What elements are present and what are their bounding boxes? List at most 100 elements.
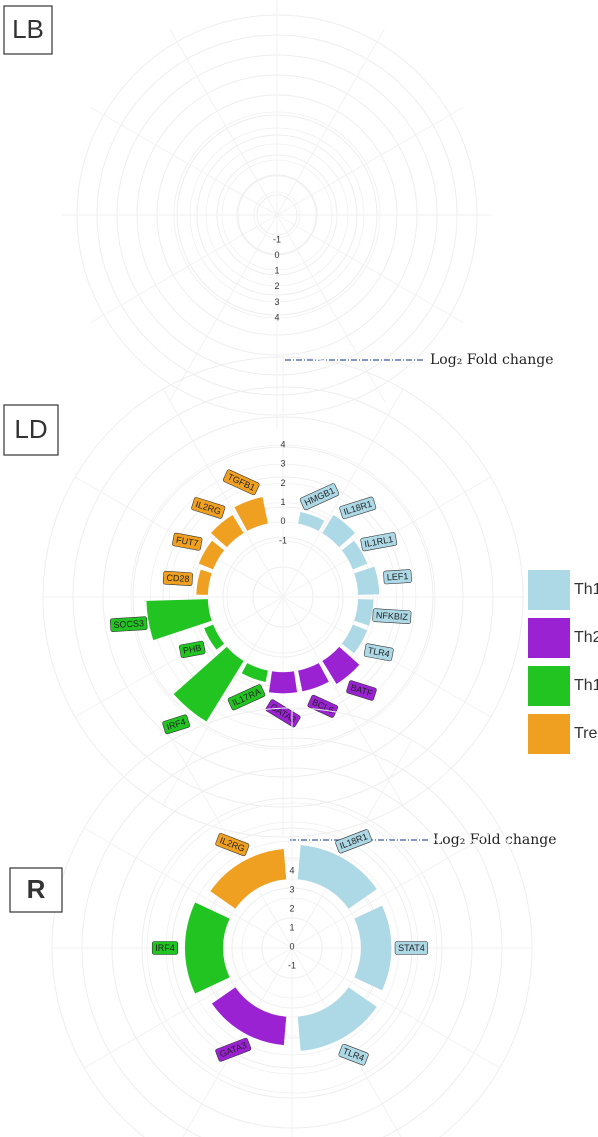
legend-swatch [528, 714, 570, 754]
bar [198, 540, 225, 570]
r-tick-label: 3 [280, 459, 285, 469]
r-tick-label: 1 [280, 497, 285, 507]
r-tick-label: 2 [289, 903, 294, 913]
legend-label: Th17 [574, 677, 598, 694]
label-box [172, 532, 203, 551]
backdrop-spoke [276, 28, 385, 216]
category-label: TLR4 [363, 643, 394, 662]
category-label-text: HMGB1 [303, 485, 336, 507]
r-tick-label: 1 [274, 266, 279, 276]
backdrop-spoke [291, 947, 501, 1069]
r-tick-label: 3 [289, 884, 294, 894]
bar [173, 646, 244, 722]
r-tick-label: 2 [280, 478, 285, 488]
category-label-text: FUT7 [175, 535, 199, 549]
category-label: TLR4 [338, 1043, 369, 1066]
bar [354, 566, 380, 595]
label-box [109, 616, 148, 632]
category-label: STAT4 [394, 941, 429, 955]
backdrop-spoke [276, 107, 464, 216]
r-tick-label: 4 [280, 439, 285, 449]
label-box [360, 532, 398, 552]
label-box [372, 608, 412, 625]
r-tick-label: -1 [273, 234, 281, 244]
label-box [151, 941, 179, 955]
panel-label: LB [12, 14, 44, 44]
bar [341, 624, 368, 654]
legend-swatch [528, 666, 570, 706]
grid-ring [253, 191, 301, 239]
bar [185, 902, 230, 994]
label-box [215, 1037, 252, 1062]
bar [297, 987, 377, 1051]
bar [204, 624, 225, 650]
category-label: BATF [346, 680, 377, 701]
panel-label: R [27, 874, 46, 904]
label-box [162, 570, 193, 587]
backdrop-spoke [162, 596, 284, 806]
backdrop-spoke [276, 214, 385, 402]
label-box [222, 469, 260, 496]
category-label: BCL6 [307, 694, 339, 718]
bar [234, 497, 268, 531]
r-tick-label: 4 [289, 865, 294, 875]
backdrop-spoke [74, 596, 284, 718]
bar [354, 599, 374, 626]
category-label-text: SOCS3 [113, 618, 144, 630]
backdrop-spoke [90, 214, 278, 323]
label-box [383, 569, 412, 585]
grid-ring [207, 521, 359, 673]
grid-ring [226, 540, 340, 654]
grid-ring [173, 111, 381, 319]
category-label: IRF4 [162, 714, 191, 735]
bar [146, 599, 212, 641]
bar [211, 987, 287, 1046]
panel-box [3, 5, 53, 55]
panel-box [3, 404, 59, 456]
backdrop-spoke [83, 947, 293, 1069]
label-box [338, 1043, 369, 1066]
category-label-text: CD28 [166, 573, 190, 584]
axis-title: Log₂ Fold change [433, 832, 556, 848]
label-box [363, 643, 394, 662]
grid-ring [205, 143, 349, 287]
label-box [394, 941, 429, 955]
bar [341, 540, 368, 570]
bar [322, 646, 360, 684]
category-label: HMGB1 [299, 483, 340, 511]
bar [268, 671, 298, 694]
legend-label: Th1 [574, 581, 598, 598]
legend-label: Treg [574, 725, 598, 742]
category-label-text: TLR4 [367, 645, 390, 659]
legend-label: Th2 [574, 629, 598, 646]
bar [241, 663, 268, 682]
backdrop-spoke [83, 827, 293, 949]
r-tick-label: -1 [279, 535, 287, 545]
category-label: NFKBIZ [372, 608, 412, 625]
label-box [179, 640, 206, 658]
category-label: IL2RG [215, 833, 250, 857]
bar [322, 514, 356, 548]
category-label: IL18R1 [339, 496, 377, 520]
legend-swatch [528, 618, 570, 658]
r-tick-label: 4 [274, 312, 279, 322]
grid-ring [189, 127, 365, 303]
r-tick-label: 0 [289, 941, 294, 951]
grid-ring [237, 175, 317, 255]
category-label: GATA3 [215, 1037, 252, 1062]
grid-ring [221, 159, 333, 271]
category-label: IL1RL1 [360, 532, 398, 552]
label-box [191, 497, 226, 519]
backdrop-spoke [282, 388, 404, 598]
category-label: IL2RG [191, 497, 226, 519]
backdrop-spoke [282, 596, 404, 806]
label-box [162, 714, 191, 735]
backdrop-spoke [169, 214, 278, 402]
category-label: IL17RA [227, 684, 266, 711]
category-label: CD28 [162, 570, 193, 587]
grid-ring [149, 463, 417, 731]
label-box [335, 829, 372, 854]
bar [354, 905, 392, 991]
grid-ring [241, 897, 343, 999]
r-tick-label: 1 [289, 922, 294, 932]
